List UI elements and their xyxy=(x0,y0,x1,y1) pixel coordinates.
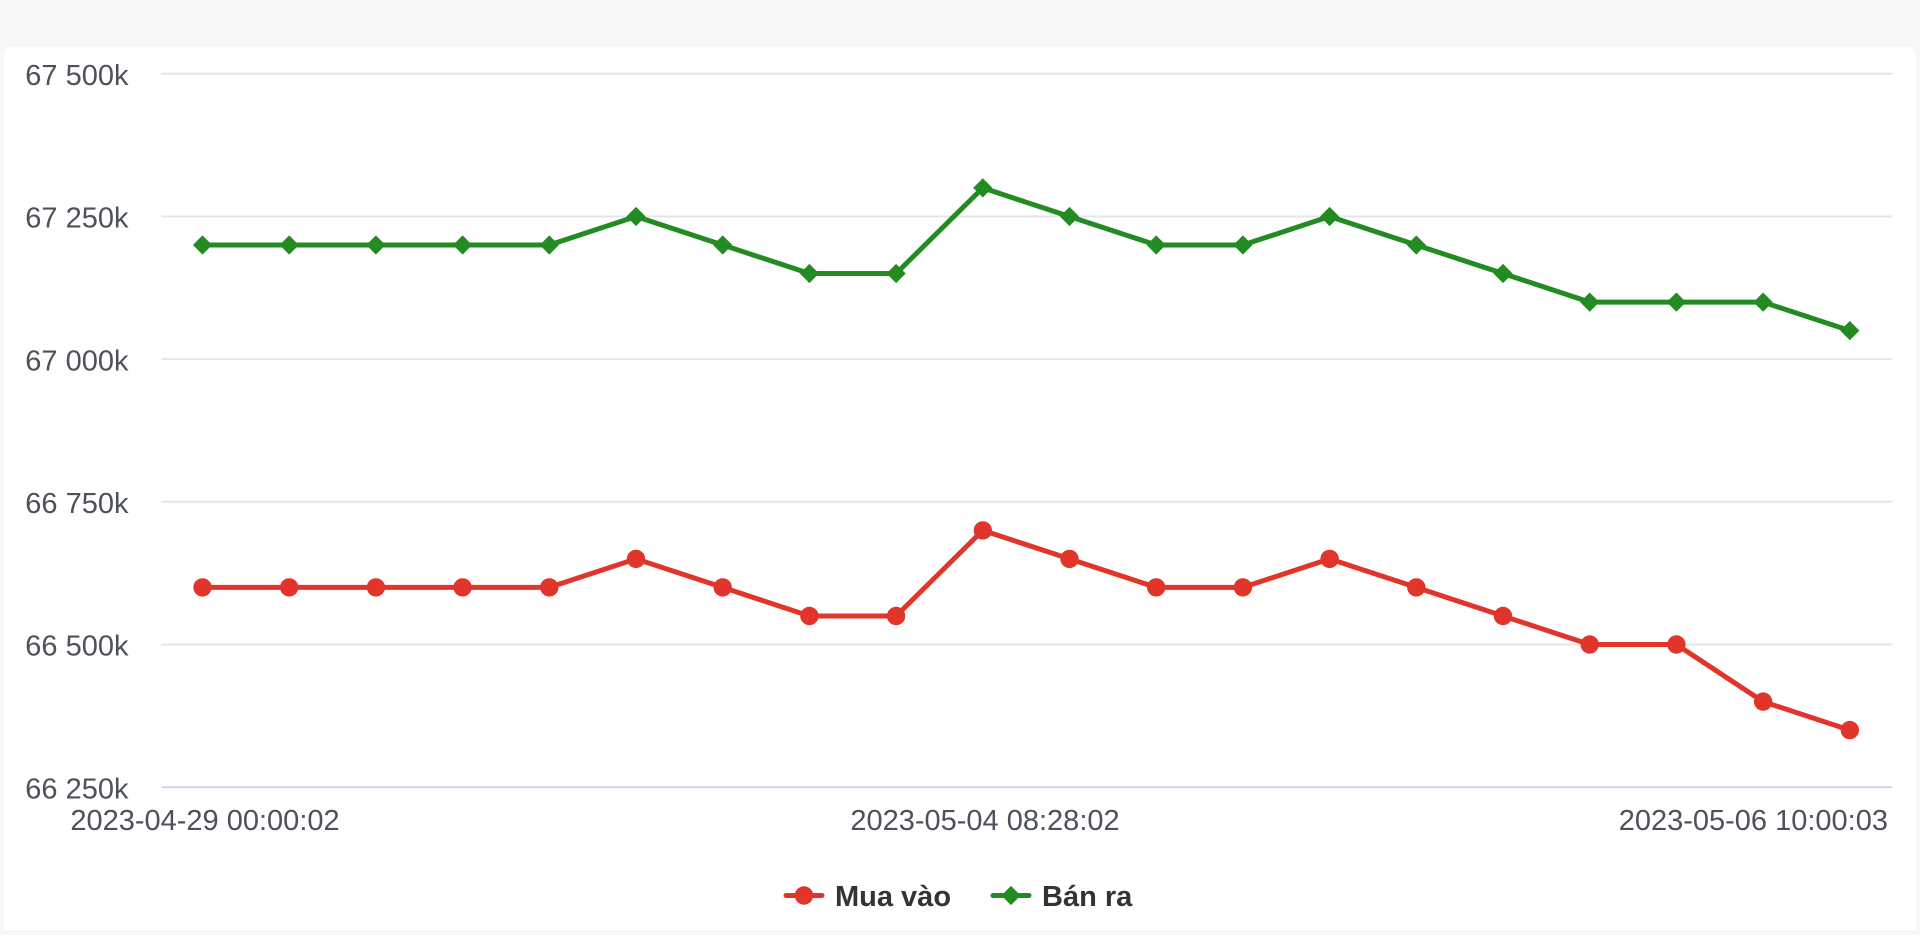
svg-text:Bán ra: Bán ra xyxy=(1042,881,1133,913)
svg-text:67 500k: 67 500k xyxy=(25,60,129,92)
svg-text:67 000k: 67 000k xyxy=(25,345,129,377)
svg-text:2023-05-06 10:00:03: 2023-05-06 10:00:03 xyxy=(1619,805,1888,837)
svg-text:Mua vào: Mua vào xyxy=(835,881,951,913)
svg-text:66 500k: 66 500k xyxy=(25,631,129,663)
svg-text:66 250k: 66 250k xyxy=(25,773,129,805)
svg-text:2023-04-29 00:00:02: 2023-04-29 00:00:02 xyxy=(70,805,339,837)
svg-text:2023-05-04 08:28:02: 2023-05-04 08:28:02 xyxy=(850,805,1119,837)
svg-text:66 750k: 66 750k xyxy=(25,488,129,520)
svg-text:67 250k: 67 250k xyxy=(25,203,129,235)
